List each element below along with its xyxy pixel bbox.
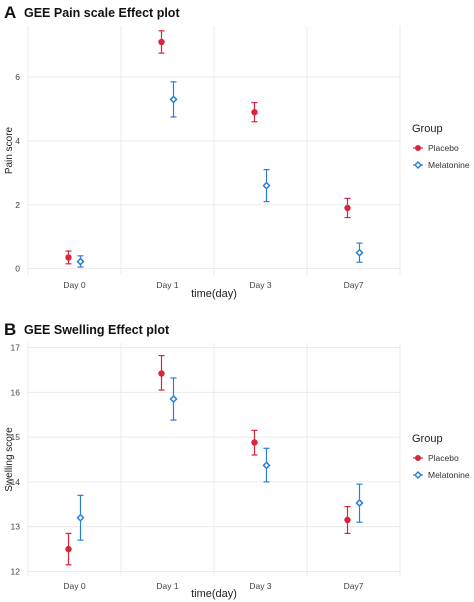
chart-title: GEE Swelling Effect plot (24, 323, 170, 337)
y-tick-label: 17 (11, 342, 21, 352)
panel-letter: A (4, 3, 16, 22)
data-point (262, 461, 271, 470)
data-point (344, 204, 351, 212)
data-point (251, 108, 258, 116)
data-point (169, 95, 178, 104)
legend-key-marker (415, 455, 421, 461)
series-placebo (65, 354, 351, 566)
legend-item-melatonine: Melatonine (413, 160, 470, 170)
chart-title: GEE Pain scale Effect plot (24, 6, 180, 20)
legend-label: Melatonine (428, 160, 470, 170)
y-tick-label: 0 (15, 264, 20, 274)
x-tick-label: Day 1 (156, 280, 178, 290)
data-point (262, 181, 271, 190)
y-tick-label: 13 (11, 522, 21, 532)
y-tick-label: 4 (15, 136, 20, 146)
data-point (355, 248, 364, 257)
data-point (76, 513, 85, 522)
y-tick-label: 15 (11, 432, 21, 442)
legend-key-marker (414, 161, 422, 169)
x-tick-label: Day 3 (249, 581, 271, 591)
data-point (158, 370, 165, 377)
x-tick-label: Day 0 (63, 280, 85, 290)
x-axis-title: time(day) (191, 588, 237, 600)
y-tick-label: 2 (15, 200, 20, 210)
legend-title: Group (412, 123, 443, 135)
x-tick-label: Day 1 (156, 581, 178, 591)
series-melatonine (76, 81, 364, 268)
data-point (76, 257, 85, 266)
x-tick-label: Day 3 (249, 280, 271, 290)
legend-item-melatonine: Melatonine (413, 470, 470, 480)
panel-b: B GEE Swelling Effect plot 12 13 14 15 16 17 Day… (4, 320, 470, 600)
gridlines (27, 26, 401, 275)
panel-letter: B (4, 320, 16, 339)
x-tick-label: Day7 (344, 280, 364, 290)
legend-title: Group (412, 433, 443, 445)
data-point (355, 498, 364, 508)
legend-label: Placebo (428, 143, 459, 153)
x-tick-label: Day7 (344, 581, 364, 591)
x-tick-label: Day 0 (63, 581, 85, 591)
data-point (158, 38, 165, 46)
gridlines (27, 343, 401, 576)
legend: Group Placebo Melatonine (412, 433, 470, 480)
legend: Group Placebo Melatonine (412, 123, 470, 170)
x-axis-title: time(day) (191, 288, 237, 300)
legend-item-placebo: Placebo (413, 143, 459, 153)
legend-label: Placebo (428, 453, 459, 463)
data-point (169, 394, 178, 404)
data-point (251, 439, 258, 446)
series-melatonine (76, 377, 364, 541)
legend-label: Melatonine (428, 470, 470, 480)
data-point (344, 516, 351, 524)
y-tick-label: 6 (15, 72, 20, 82)
legend-key-marker (415, 145, 421, 151)
y-axis-title: Swelling score (4, 427, 15, 492)
series-placebo (65, 30, 351, 265)
data-point (65, 254, 72, 261)
panel-a: A GEE Pain scale Effect plot 0 2 4 6 Day 0 Day … (4, 3, 470, 300)
y-axis-title: Pain score (4, 126, 15, 174)
y-tick-label: 16 (11, 387, 21, 397)
data-point (65, 545, 72, 553)
legend-item-placebo: Placebo (413, 453, 459, 463)
legend-key-marker (414, 471, 422, 479)
y-tick-label: 12 (11, 567, 21, 577)
y-tick-label: 14 (11, 477, 21, 487)
